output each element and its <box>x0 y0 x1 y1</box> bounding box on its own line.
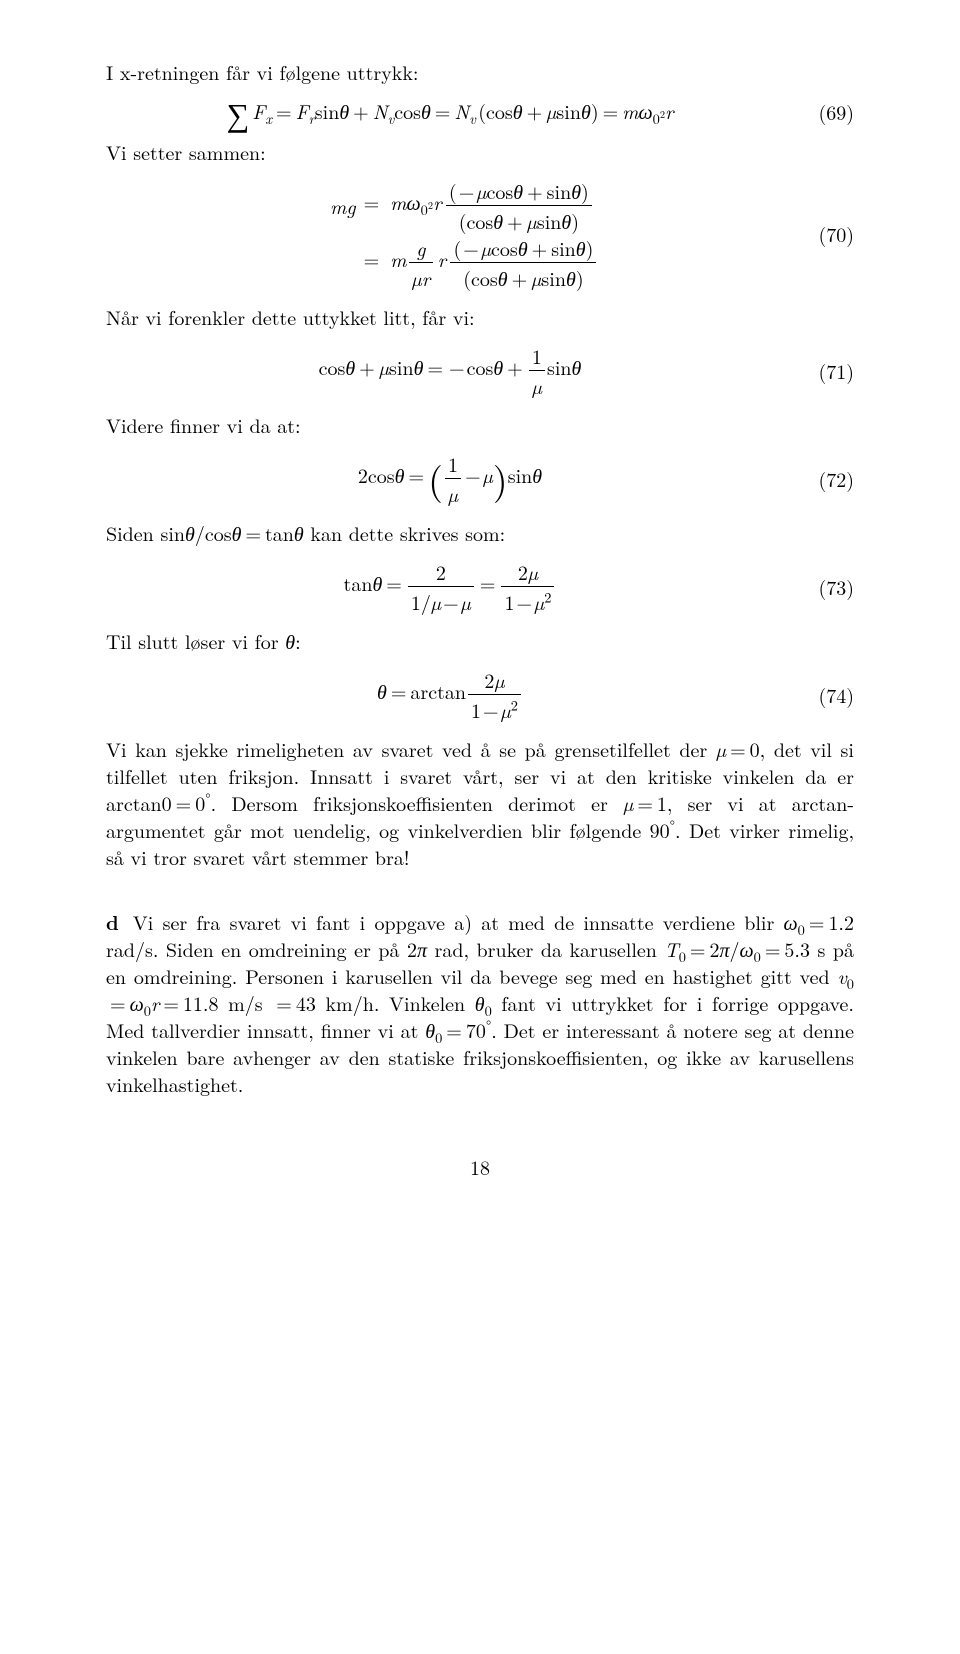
equation-73-number: (73) <box>794 573 854 600</box>
equation-73: tanθ=21/µ−µ=2µ1−µ2 (73) <box>106 558 854 615</box>
text-intro-6-post: : <box>295 626 301 655</box>
equation-70-number: (70) <box>794 220 854 247</box>
paragraph-d: dVi ser fra svaret vi fant i oppgave a) … <box>106 908 854 1097</box>
equation-69: ∑Fx=Frsinθ+Nvcosθ=Nv(cosθ+µsinθ)=mω02r (… <box>106 97 854 126</box>
text-intro-1: I x-retningen får vi følgene uttrykk: <box>106 58 854 85</box>
equation-70-lhs: mg <box>302 192 360 219</box>
equation-70-rhs-2: =mgµrr(−µcosθ+sinθ)(cosθ+µsinθ) <box>360 234 599 291</box>
equation-70-body: mg =mω02r(−µcosθ+sinθ)(cosθ+µsinθ) =mgµr… <box>106 177 794 291</box>
page-number: 18 <box>106 1153 854 1180</box>
equation-74-body: θ=arctan2µ1−µ2 <box>106 666 794 723</box>
equation-74-number: (74) <box>794 681 854 708</box>
text-intro-2: Vi setter sammen: <box>106 138 854 165</box>
equation-73-body: tanθ=21/µ−µ=2µ1−µ2 <box>106 558 794 615</box>
text-intro-4: Videre finner vi da at: <box>106 411 854 438</box>
equation-72: 2cosθ=(1µ−µ)sinθ (72) <box>106 450 854 507</box>
text-intro-5-post: kan dette skrives som: <box>304 518 505 547</box>
paragraph-check: Vi kan sjekke rimeligheten av svaret ved… <box>106 735 854 870</box>
equation-71-number: (71) <box>794 357 854 384</box>
equation-72-number: (72) <box>794 465 854 492</box>
equation-70-rhs-1: =mω02r(−µcosθ+sinθ)(cosθ+µsinθ) <box>360 177 594 234</box>
equation-74: θ=arctan2µ1−µ2 (74) <box>106 666 854 723</box>
equation-71: cosθ+µsinθ=−cosθ+1µsinθ (71) <box>106 342 854 399</box>
text-intro-6-pre: Til slutt løser vi for <box>106 626 285 655</box>
text-intro-5: Siden sinθ/cosθ=tanθ kan dette skrives s… <box>106 519 854 546</box>
equation-70: mg =mω02r(−µcosθ+sinθ)(cosθ+µsinθ) =mgµr… <box>106 177 854 291</box>
text-intro-6-math: θ <box>285 626 295 655</box>
text-intro-5-pre: Siden <box>106 518 160 547</box>
paragraph-d-body: Vi ser fra svaret vi fant i oppgave a) a… <box>106 907 854 1098</box>
equation-69-number: (69) <box>794 98 854 125</box>
equation-71-body: cosθ+µsinθ=−cosθ+1µsinθ <box>106 342 794 399</box>
equation-69-body: ∑Fx=Frsinθ+Nvcosθ=Nv(cosθ+µsinθ)=mω02r <box>106 97 794 126</box>
section-d-label: d <box>106 907 119 936</box>
text-intro-3: Når vi forenkler dette uttykket litt, få… <box>106 303 854 330</box>
text-intro-5-math: sinθ/cosθ=tanθ <box>160 518 303 547</box>
equation-72-body: 2cosθ=(1µ−µ)sinθ <box>106 450 794 507</box>
text-intro-6: Til slutt løser vi for θ: <box>106 627 854 654</box>
